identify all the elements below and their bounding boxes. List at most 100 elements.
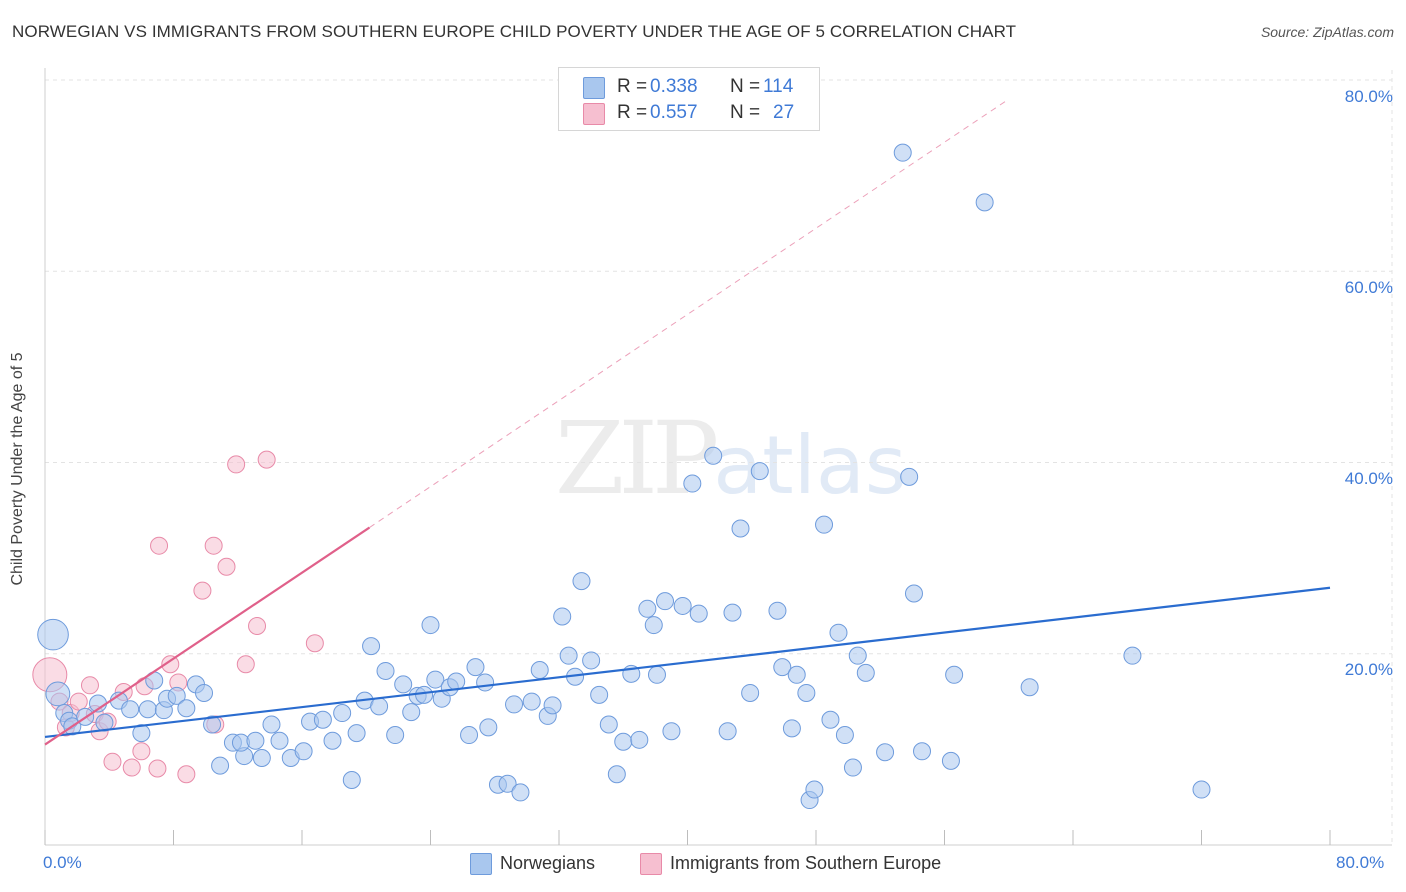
data-point <box>731 519 750 538</box>
data-point <box>203 715 222 734</box>
data-point <box>195 683 214 702</box>
data-point <box>582 651 601 670</box>
data-point <box>572 572 591 591</box>
data-point <box>829 623 848 642</box>
data-point <box>342 770 361 789</box>
data-point <box>132 724 151 743</box>
data-point <box>647 665 666 684</box>
data-point <box>945 665 964 684</box>
data-point <box>69 692 88 711</box>
data-point <box>415 685 434 704</box>
legend-n-label: N = <box>730 102 761 123</box>
data-point <box>45 681 71 707</box>
series-norwegians-points <box>37 143 1211 810</box>
data-point <box>1192 780 1211 799</box>
data-point <box>689 604 708 623</box>
legend-swatch-pink <box>583 103 605 125</box>
legend-r-label: R = <box>617 102 648 123</box>
data-point <box>843 758 862 777</box>
y-axis-label: Child Poverty Under the Age of 5 <box>9 352 26 586</box>
data-point <box>718 722 737 741</box>
data-point <box>614 732 633 751</box>
data-point <box>1020 678 1039 697</box>
data-point <box>148 759 167 778</box>
legend-label: Immigrants from Southern Europe <box>670 853 942 873</box>
data-point <box>103 752 122 771</box>
data-point <box>498 774 517 793</box>
data-point <box>683 474 702 493</box>
y-tick-label: 20.0% <box>1344 660 1393 679</box>
data-point <box>252 748 271 767</box>
data-point <box>590 685 609 704</box>
data-point <box>543 696 562 715</box>
data-point <box>80 676 99 695</box>
legend-swatch-pink <box>640 853 662 875</box>
data-point <box>150 536 169 555</box>
data-point <box>893 143 912 162</box>
data-point <box>227 455 246 474</box>
data-point <box>167 686 186 705</box>
chart-title: NORWEGIAN VS IMMIGRANTS FROM SOUTHERN EU… <box>12 22 1017 41</box>
data-point <box>386 726 405 745</box>
data-point <box>511 783 530 802</box>
data-point <box>394 675 413 694</box>
data-point <box>402 703 421 722</box>
trend-line-immigrants <box>44 526 371 746</box>
source-label: Source: ZipAtlas.com <box>1260 24 1394 40</box>
data-point <box>638 599 657 618</box>
data-point <box>305 634 324 653</box>
data-point <box>323 731 342 750</box>
data-point <box>294 742 313 761</box>
data-point <box>941 751 960 770</box>
data-point <box>257 450 276 469</box>
data-point <box>723 603 742 622</box>
data-point <box>211 756 230 775</box>
data-point <box>460 726 479 745</box>
data-point <box>246 731 265 750</box>
data-point <box>262 715 281 734</box>
data-point <box>204 536 223 555</box>
watermark-atlas: atlas <box>713 419 907 512</box>
data-point <box>333 704 352 723</box>
y-tick-label: 80.0% <box>1344 87 1393 106</box>
data-point <box>522 692 541 711</box>
data-point <box>704 446 723 465</box>
y-tick-label: 60.0% <box>1344 278 1393 297</box>
data-point <box>741 683 760 702</box>
correlation-legend: R = 0.338 N = 114 R = 0.557 N = 27 <box>558 67 820 131</box>
data-point <box>913 742 932 761</box>
data-point <box>370 697 389 716</box>
watermark: ZIPatlas <box>555 400 907 517</box>
legend-r-value: 0.338 <box>650 76 698 97</box>
data-point <box>821 710 840 729</box>
legend-swatch-blue <box>583 77 605 99</box>
data-point <box>876 743 895 762</box>
data-point <box>662 722 681 741</box>
data-point <box>656 592 675 611</box>
data-point <box>768 601 787 620</box>
data-point <box>750 462 769 481</box>
data-point <box>856 663 875 682</box>
data-point <box>248 617 267 636</box>
x-tick-label: 0.0% <box>43 853 82 872</box>
data-point <box>421 616 440 635</box>
legend-swatch-blue <box>470 853 492 875</box>
legend-r-value: 0.557 <box>650 102 698 123</box>
data-point <box>773 658 792 677</box>
legend-r-label: R = <box>617 76 648 97</box>
data-point <box>362 637 381 656</box>
data-point <box>782 719 801 738</box>
data-point <box>975 193 994 212</box>
y-tick-label: 40.0% <box>1344 469 1393 488</box>
data-point <box>466 658 485 677</box>
trend-line-norwegians <box>44 586 1331 739</box>
data-point <box>599 715 618 734</box>
axis-layer <box>44 68 1392 846</box>
data-point <box>426 670 445 689</box>
data-point <box>132 742 151 761</box>
legend-label: Norwegians <box>500 853 596 873</box>
data-point <box>138 700 157 719</box>
data-point <box>236 655 255 674</box>
data-point <box>553 607 572 626</box>
